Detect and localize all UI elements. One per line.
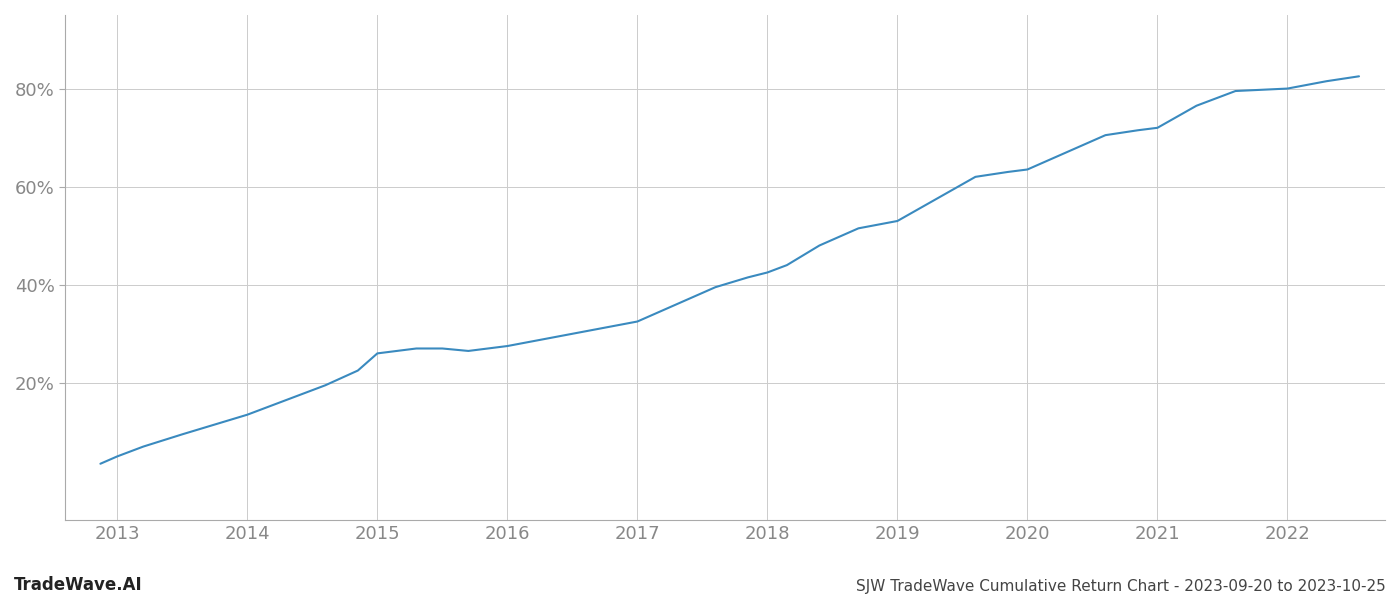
Text: SJW TradeWave Cumulative Return Chart - 2023-09-20 to 2023-10-25: SJW TradeWave Cumulative Return Chart - …: [857, 579, 1386, 594]
Text: TradeWave.AI: TradeWave.AI: [14, 576, 143, 594]
